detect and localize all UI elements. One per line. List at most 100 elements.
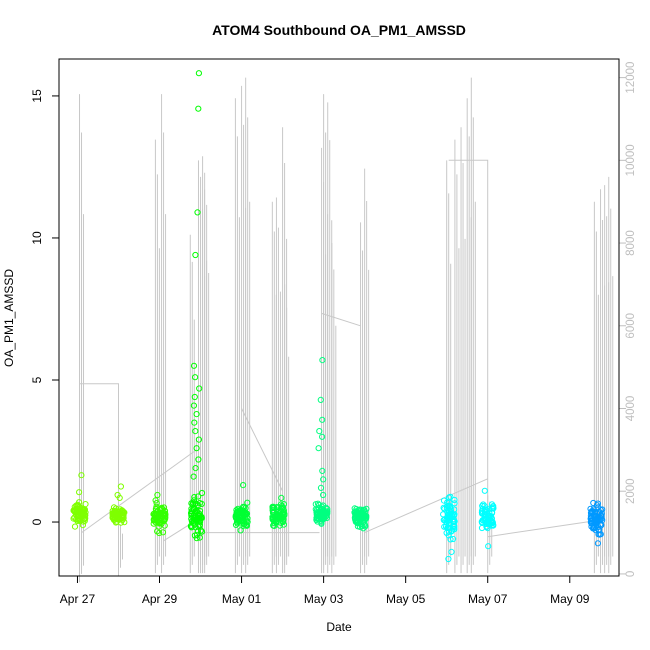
data-point	[191, 393, 198, 401]
data-point	[113, 518, 120, 525]
data-point	[120, 513, 127, 520]
data-point	[190, 497, 197, 504]
data-point	[81, 506, 89, 513]
data-point	[481, 487, 488, 494]
data-point	[78, 472, 85, 479]
data-point	[451, 500, 458, 507]
data-point	[448, 548, 455, 556]
data-point	[116, 494, 123, 501]
data-point	[319, 467, 326, 474]
data-point	[444, 503, 451, 510]
data-point	[358, 514, 365, 521]
y-left-tick-label: 15	[30, 89, 44, 103]
data-point	[71, 508, 79, 515]
data-point	[594, 500, 602, 507]
data-point	[587, 514, 595, 522]
data-point	[112, 505, 120, 512]
data-point	[280, 521, 287, 528]
y-axis-label: OA_PM1_AMSSD	[2, 269, 16, 367]
secondary-connector	[364, 478, 488, 534]
data-point	[244, 499, 251, 506]
data-point	[196, 515, 203, 522]
plot-frame	[58, 58, 620, 577]
chart-title: ATOM4 Southbound OA_PM1_AMSSD	[212, 22, 466, 38]
data-point	[490, 521, 497, 528]
data-point	[192, 465, 199, 472]
axes-layer: Apr 27 Apr 29 May 01 May 03 May 05 May 07 May …	[30, 62, 637, 606]
data-point	[117, 483, 125, 490]
data-point	[192, 374, 199, 381]
data-point	[440, 511, 447, 518]
data-point	[312, 501, 319, 508]
data-point	[316, 428, 323, 435]
y-right-tick-label: 12000	[625, 62, 637, 94]
data-point	[198, 528, 206, 535]
data-point	[81, 515, 88, 523]
secondary-connector	[79, 383, 119, 521]
data-point	[481, 502, 488, 509]
data-point	[269, 515, 276, 522]
x-tick-label: May 07	[468, 592, 508, 606]
data-point	[190, 473, 197, 480]
data-point	[161, 508, 168, 515]
data-point	[80, 507, 87, 514]
data-point	[191, 532, 198, 539]
data-point	[162, 510, 169, 517]
y-left-tick-label: 10	[30, 231, 44, 245]
data-point	[192, 500, 199, 507]
data-point	[489, 509, 496, 516]
data-point	[358, 523, 365, 530]
data-point	[196, 507, 204, 515]
secondary-connector	[241, 408, 284, 492]
data-point	[440, 497, 448, 504]
data-point	[161, 522, 168, 529]
x-tick-label: Apr 29	[142, 592, 178, 606]
data-point	[196, 385, 203, 392]
data-point	[194, 209, 201, 216]
data-point	[451, 496, 458, 504]
x-tick-label: May 09	[550, 592, 590, 606]
data-point	[269, 503, 276, 510]
data-point	[319, 416, 326, 423]
data-point	[195, 70, 202, 77]
y-right-tick-label: 8000	[625, 230, 637, 256]
data-point	[485, 505, 492, 512]
data-point	[351, 505, 358, 512]
data-point	[152, 514, 160, 521]
data-point	[273, 517, 280, 525]
data-point	[590, 525, 598, 532]
data-point	[478, 524, 486, 532]
data-point	[195, 523, 202, 530]
data-point	[195, 436, 202, 443]
data-point	[320, 491, 327, 499]
data-point	[154, 528, 161, 535]
data-point	[597, 531, 604, 538]
x-tick-label: May 03	[304, 592, 344, 606]
data-point	[195, 493, 202, 500]
data-point	[196, 512, 203, 519]
data-point	[159, 529, 167, 536]
data-point	[447, 493, 454, 500]
data-point	[244, 515, 251, 522]
data-point	[315, 445, 322, 452]
data-point	[361, 506, 368, 513]
data-point	[450, 522, 457, 529]
x-tick-label: May 01	[222, 592, 262, 606]
data-point	[240, 482, 247, 489]
data-point	[190, 362, 198, 369]
data-point	[440, 504, 447, 511]
data-point	[319, 357, 326, 364]
data-point	[597, 522, 604, 529]
data-point	[276, 522, 283, 529]
y-right-tick-label: 6000	[625, 313, 637, 339]
data-point	[317, 396, 324, 403]
data-point	[277, 514, 284, 521]
data-point	[71, 523, 79, 530]
data-point	[280, 501, 287, 508]
data-point	[490, 505, 497, 512]
data-point	[594, 540, 602, 547]
x-tick-label: Apr 27	[60, 592, 96, 606]
data-point	[319, 510, 326, 517]
data-point	[359, 519, 367, 526]
